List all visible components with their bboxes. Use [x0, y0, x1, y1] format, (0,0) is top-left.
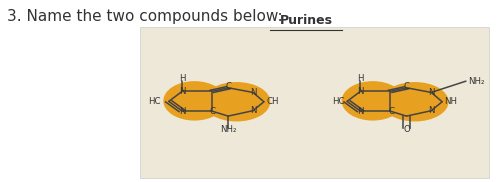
Text: N: N	[428, 106, 434, 115]
Text: N: N	[179, 87, 185, 96]
Text: N: N	[249, 88, 256, 97]
Text: NH₂: NH₂	[220, 125, 237, 134]
FancyBboxPatch shape	[140, 27, 489, 178]
Ellipse shape	[381, 82, 449, 121]
Ellipse shape	[163, 81, 226, 120]
Ellipse shape	[203, 82, 270, 121]
Text: Purines: Purines	[279, 14, 333, 27]
Text: C: C	[225, 82, 231, 91]
Text: CH: CH	[266, 97, 279, 106]
Text: C: C	[403, 82, 409, 91]
Text: HC: HC	[148, 97, 161, 106]
Text: N: N	[357, 87, 364, 96]
Text: C: C	[210, 107, 216, 116]
Text: NH₂: NH₂	[469, 77, 485, 86]
Text: HC: HC	[332, 97, 345, 106]
Text: 3. Name the two compounds below:: 3. Name the two compounds below:	[7, 9, 283, 23]
Text: NH: NH	[445, 97, 458, 106]
Text: N: N	[249, 106, 256, 115]
Text: N: N	[357, 107, 364, 116]
Text: O: O	[403, 125, 410, 134]
Text: C: C	[388, 107, 394, 116]
Ellipse shape	[342, 81, 404, 120]
Text: N: N	[179, 107, 185, 116]
Text: H: H	[357, 74, 364, 83]
Text: N: N	[428, 88, 434, 97]
Text: H: H	[179, 74, 185, 83]
